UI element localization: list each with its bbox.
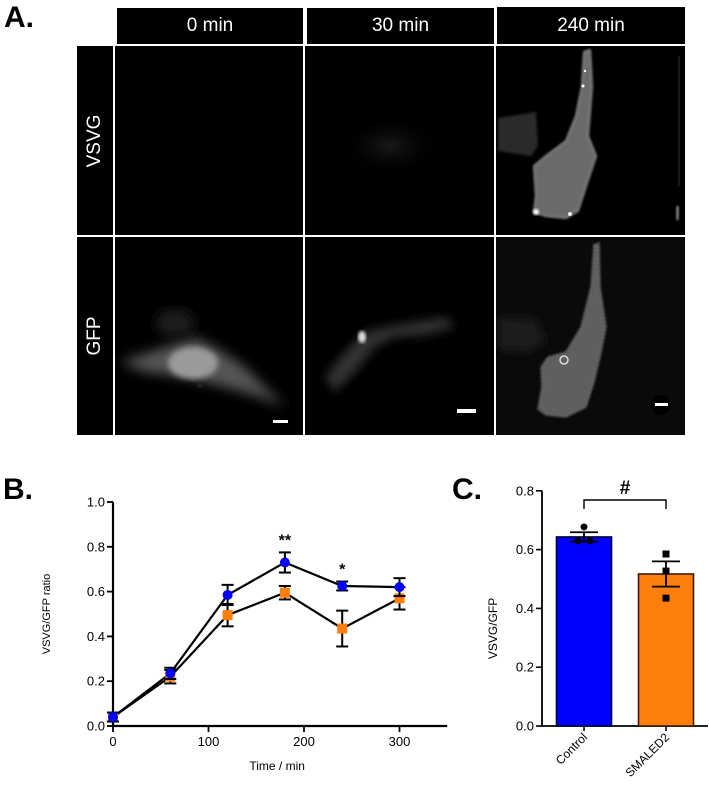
replicate-point (662, 594, 670, 602)
y-tick-label: 1.0 (87, 495, 105, 510)
series-line-control (112, 561, 400, 718)
x-tick-label: 100 (198, 734, 220, 749)
micrograph-gfp-30min (305, 237, 494, 435)
column-header-label: 30 min (371, 15, 430, 36)
replicate-point (662, 567, 670, 575)
replicate-point (574, 537, 582, 545)
significance-marker: # (620, 478, 631, 499)
panel-b-letter: B. (3, 473, 33, 506)
y-tick-label: 0.6 (87, 584, 105, 599)
replicate-point (580, 523, 588, 531)
replicate-point (586, 537, 594, 545)
panel-c-letter: C. (452, 473, 482, 506)
data-point-control (394, 582, 405, 593)
data-point-control (165, 668, 176, 679)
scale-bar (655, 403, 668, 406)
row-label-vsvg: VSVG (77, 46, 113, 235)
y-axis-label: VSVG/GFP (486, 598, 500, 659)
micrograph-vsvg-30min (305, 46, 494, 235)
chart-b-plot: 0.0 0.2 0.4 0.6 0.8 1.0 0 100 200 300 Time / min VS… (41, 495, 448, 773)
y-tick-label: 0.8 (516, 483, 534, 498)
x-tick-label: 300 (389, 734, 411, 749)
column-header-240min: 240 min (497, 7, 685, 44)
data-point-smaled2 (337, 623, 348, 634)
scale-bar (457, 409, 476, 413)
scale-bar (273, 420, 288, 423)
significance-marker: ** (279, 532, 292, 549)
y-tick-label: 0.0 (87, 719, 105, 734)
panel-a-letter: A. (4, 1, 34, 34)
x-tick-label: 0 (109, 734, 116, 749)
data-point-control (279, 557, 290, 568)
column-header-label: 0 min (186, 15, 234, 36)
column-header-0min: 0 min (117, 8, 303, 44)
row-label-gfp: GFP (77, 237, 113, 435)
series-line-smaled2 (112, 591, 401, 718)
data-point-smaled2 (394, 593, 405, 604)
data-point-control (337, 581, 348, 591)
bar-control (555, 536, 613, 727)
significance-bracket (583, 499, 667, 509)
x-tick-label: 200 (293, 734, 315, 749)
column-header-30min: 30 min (307, 8, 494, 44)
micrograph-gfp-240min (496, 237, 685, 435)
x-axis-label: Time / min (249, 759, 305, 773)
data-point-control (222, 589, 233, 600)
y-tick-label: 0.2 (516, 660, 534, 675)
chart-c-plot: 0.0 0.2 0.4 0.6 0.8 VSVG/GFP Control SMALED2 # (486, 478, 708, 780)
column-header-label: 240 min (557, 14, 625, 36)
micrograph-vsvg-240min (496, 46, 685, 235)
y-tick-label: 0.4 (87, 629, 105, 644)
y-tick-label: 0.0 (516, 719, 534, 734)
y-tick-label: 0.8 (87, 539, 105, 554)
micrograph-gfp-0min (115, 237, 303, 435)
y-tick-label: 0.4 (516, 601, 534, 616)
data-point-smaled2 (279, 587, 290, 598)
data-point-smaled2 (222, 610, 233, 621)
y-tick-label: 0.2 (87, 674, 105, 689)
micrograph-vsvg-0min (115, 46, 303, 235)
y-axis-label: VSVG/GFP ratio (41, 574, 53, 655)
data-point-control (108, 712, 118, 723)
x-category-label: SMALED2 (623, 730, 673, 780)
y-tick-label: 0.6 (516, 542, 534, 557)
x-category-label: Control (553, 730, 590, 767)
replicate-point (662, 550, 670, 558)
significance-marker: * (339, 561, 346, 578)
